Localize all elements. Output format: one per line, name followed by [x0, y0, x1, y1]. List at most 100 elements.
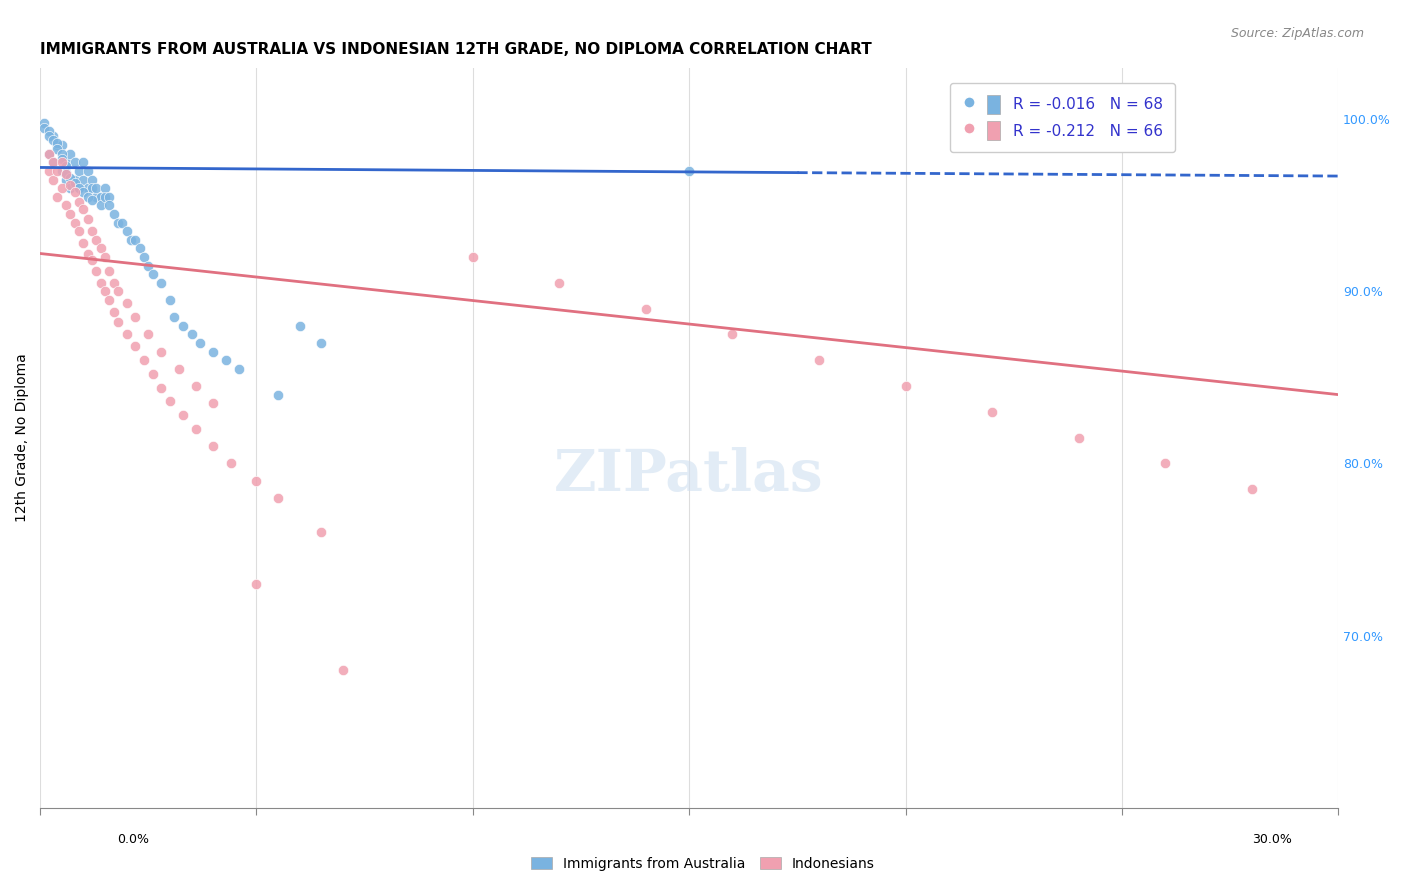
Point: [80, 224, 103, 238]
Point: [107, 215, 129, 229]
Point: [721, 327, 744, 342]
Point: [46, 142, 69, 156]
Point: [98, 190, 121, 204]
Point: [72, 172, 94, 186]
Point: [115, 327, 138, 342]
Point: [172, 409, 194, 423]
Point: [219, 457, 242, 471]
Point: [46, 190, 69, 204]
Point: [202, 439, 225, 453]
Point: [142, 367, 165, 381]
Point: [124, 233, 146, 247]
Text: Source: ZipAtlas.com: Source: ZipAtlas.com: [1230, 27, 1364, 40]
Point: [98, 293, 121, 307]
Text: 0.0%: 0.0%: [118, 833, 149, 846]
Point: [128, 241, 150, 255]
Point: [136, 327, 159, 342]
Point: [59, 207, 82, 221]
Point: [80, 253, 103, 268]
Point: [548, 276, 571, 290]
Point: [184, 422, 207, 436]
Point: [63, 176, 86, 190]
Point: [51, 164, 73, 178]
Point: [228, 361, 250, 376]
Point: [245, 577, 267, 591]
Point: [1067, 431, 1090, 445]
Point: [76, 181, 98, 195]
Point: [159, 394, 181, 409]
Point: [80, 172, 103, 186]
Legend: Immigrants from Australia, Indonesians: Immigrants from Australia, Indonesians: [526, 851, 880, 876]
Point: [94, 285, 117, 299]
Point: [332, 663, 354, 677]
Point: [678, 164, 700, 178]
Point: [150, 276, 173, 290]
Point: [51, 146, 73, 161]
Point: [267, 491, 290, 505]
Point: [115, 296, 138, 310]
Text: IMMIGRANTS FROM AUSTRALIA VS INDONESIAN 12TH GRADE, NO DIPLOMA CORRELATION CHART: IMMIGRANTS FROM AUSTRALIA VS INDONESIAN …: [41, 42, 872, 57]
Point: [86, 263, 108, 277]
Point: [461, 250, 484, 264]
Point: [59, 181, 82, 195]
Point: [34, 120, 56, 135]
Point: [59, 146, 82, 161]
Point: [94, 190, 117, 204]
Point: [42, 155, 65, 169]
Point: [180, 327, 202, 342]
Point: [120, 233, 142, 247]
Point: [86, 190, 108, 204]
Point: [90, 241, 112, 255]
Point: [51, 138, 73, 153]
Y-axis label: 12th Grade, No Diploma: 12th Grade, No Diploma: [15, 353, 30, 522]
Legend: R = -0.016   N = 68, R = -0.212   N = 66: R = -0.016 N = 68, R = -0.212 N = 66: [950, 83, 1175, 152]
Point: [46, 138, 69, 153]
Point: [72, 185, 94, 199]
Point: [150, 381, 173, 395]
Point: [132, 250, 155, 264]
Point: [38, 146, 60, 161]
Point: [63, 185, 86, 199]
Point: [188, 336, 211, 351]
Text: ZIPatlas: ZIPatlas: [554, 447, 824, 502]
Point: [311, 525, 333, 540]
Point: [34, 116, 56, 130]
Point: [167, 361, 190, 376]
Point: [80, 193, 103, 207]
Point: [103, 207, 125, 221]
Point: [1154, 457, 1177, 471]
Point: [124, 339, 146, 353]
Point: [46, 164, 69, 178]
Point: [124, 310, 146, 325]
Point: [42, 129, 65, 144]
Point: [981, 405, 1004, 419]
Point: [94, 181, 117, 195]
Point: [55, 167, 77, 181]
Point: [38, 124, 60, 138]
Point: [38, 164, 60, 178]
Point: [59, 178, 82, 192]
Point: [72, 202, 94, 216]
Point: [103, 305, 125, 319]
Point: [98, 263, 121, 277]
Point: [76, 246, 98, 260]
Point: [38, 146, 60, 161]
Point: [172, 318, 194, 333]
Point: [51, 155, 73, 169]
Point: [55, 166, 77, 180]
Point: [1240, 482, 1263, 496]
Point: [98, 198, 121, 212]
Point: [115, 224, 138, 238]
Point: [184, 379, 207, 393]
Point: [107, 285, 129, 299]
Point: [90, 190, 112, 204]
Point: [55, 155, 77, 169]
Point: [63, 215, 86, 229]
Point: [76, 212, 98, 227]
Point: [245, 474, 267, 488]
Point: [311, 336, 333, 351]
Point: [90, 276, 112, 290]
Point: [55, 159, 77, 173]
Point: [150, 344, 173, 359]
Point: [63, 155, 86, 169]
